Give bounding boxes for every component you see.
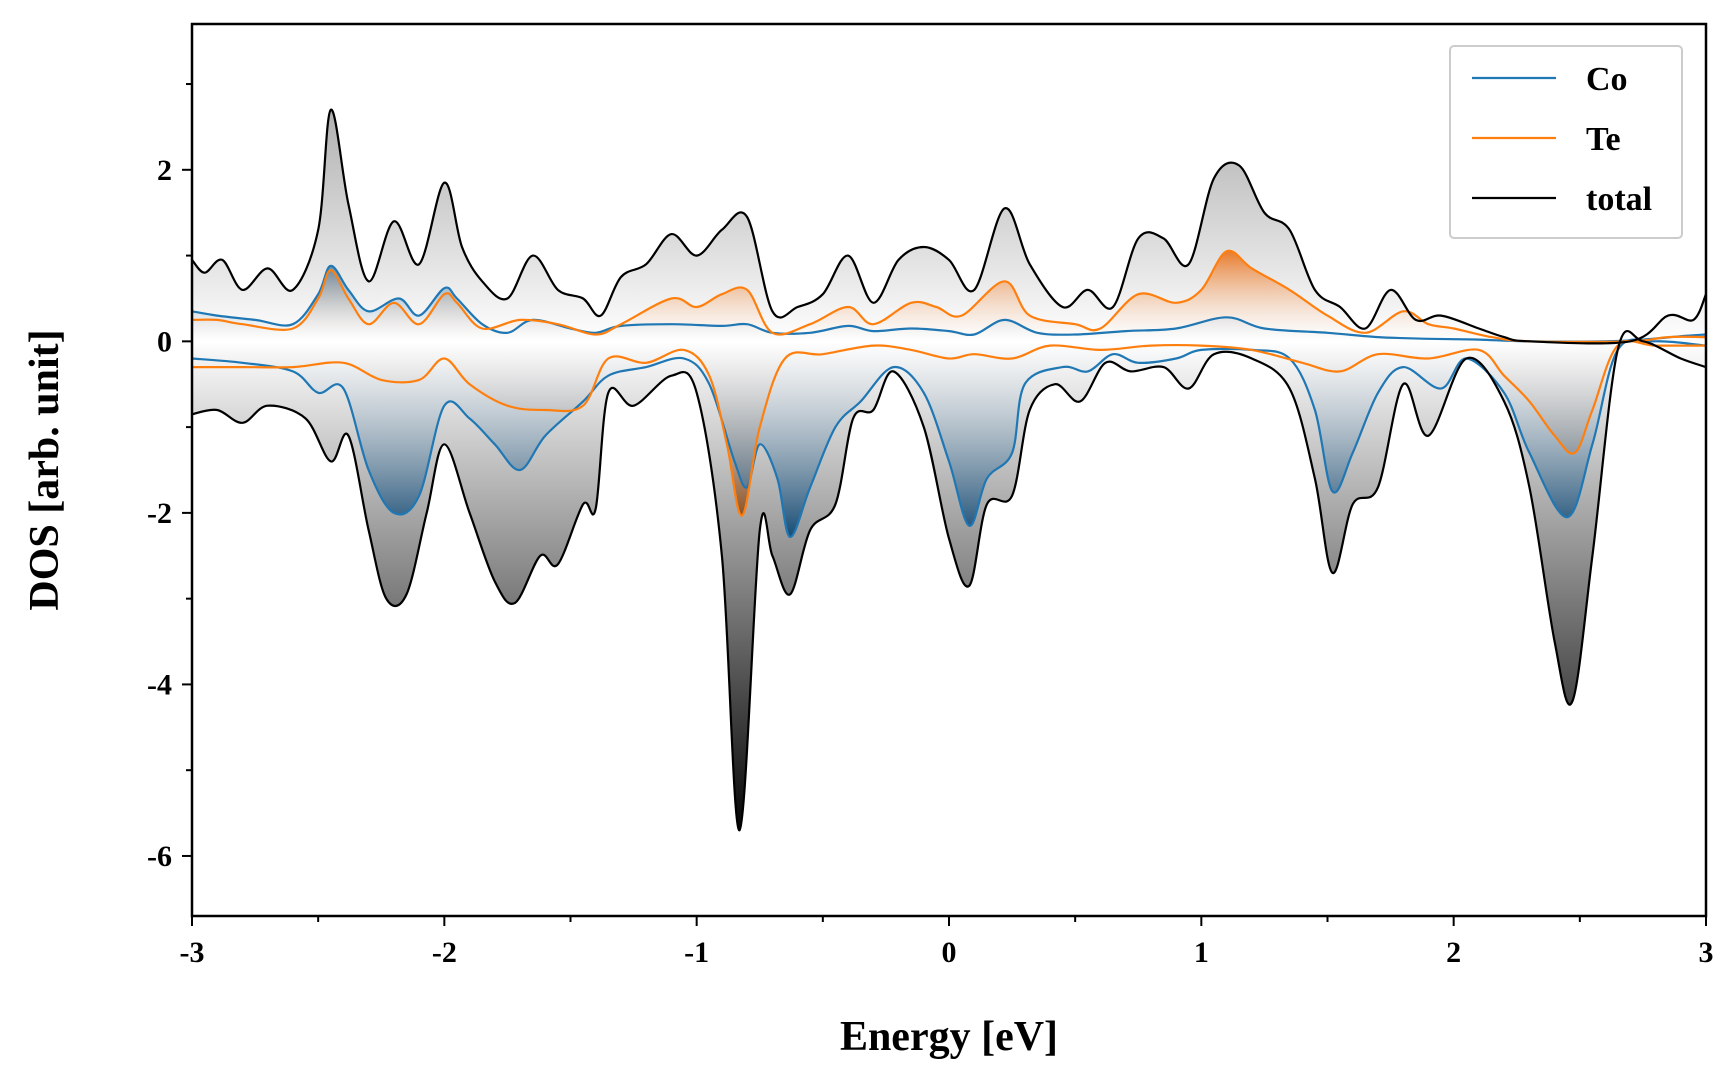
y-tick-label: -6 <box>147 840 172 873</box>
y-axis-label: DOS [arb. unit] <box>22 329 68 610</box>
co-up-fill <box>192 265 1706 342</box>
total-up-line <box>192 108 1706 345</box>
x-tick-label: -1 <box>684 936 709 969</box>
y-tick-label: 2 <box>157 154 172 187</box>
legend-label-total: total <box>1586 181 1652 218</box>
x-tick-label: -2 <box>432 936 457 969</box>
te-up-line <box>192 249 1706 343</box>
fill-layer <box>192 109 1706 831</box>
line-layer <box>192 108 1706 832</box>
te-up-fill <box>192 250 1706 342</box>
x-tick-label: 2 <box>1446 936 1461 969</box>
legend-label-te: Te <box>1586 121 1621 158</box>
x-axis-label: Energy [eV] <box>840 1014 1058 1060</box>
co-down-fill <box>192 339 1706 537</box>
y-tick-label: -2 <box>147 497 172 530</box>
co-down-line <box>192 338 1706 539</box>
x-tick-label: 0 <box>942 936 957 969</box>
te-down-line <box>192 339 1706 517</box>
x-tick-label: 3 <box>1699 936 1714 969</box>
x-tick-label: 1 <box>1194 936 1209 969</box>
legend: Co Te total <box>1449 45 1683 239</box>
y-tick-label: -4 <box>147 668 172 701</box>
y-tick-label: 0 <box>157 325 172 358</box>
legend-label-co: Co <box>1586 61 1628 98</box>
co-up-line <box>192 264 1706 343</box>
tick-layer: -3 -2 -1 0 1 2 3 -6 -4 -2 0 2 <box>147 83 1714 969</box>
x-tick-label: -3 <box>180 936 205 969</box>
legend-box <box>1449 45 1683 239</box>
total-down-line <box>192 330 1706 832</box>
